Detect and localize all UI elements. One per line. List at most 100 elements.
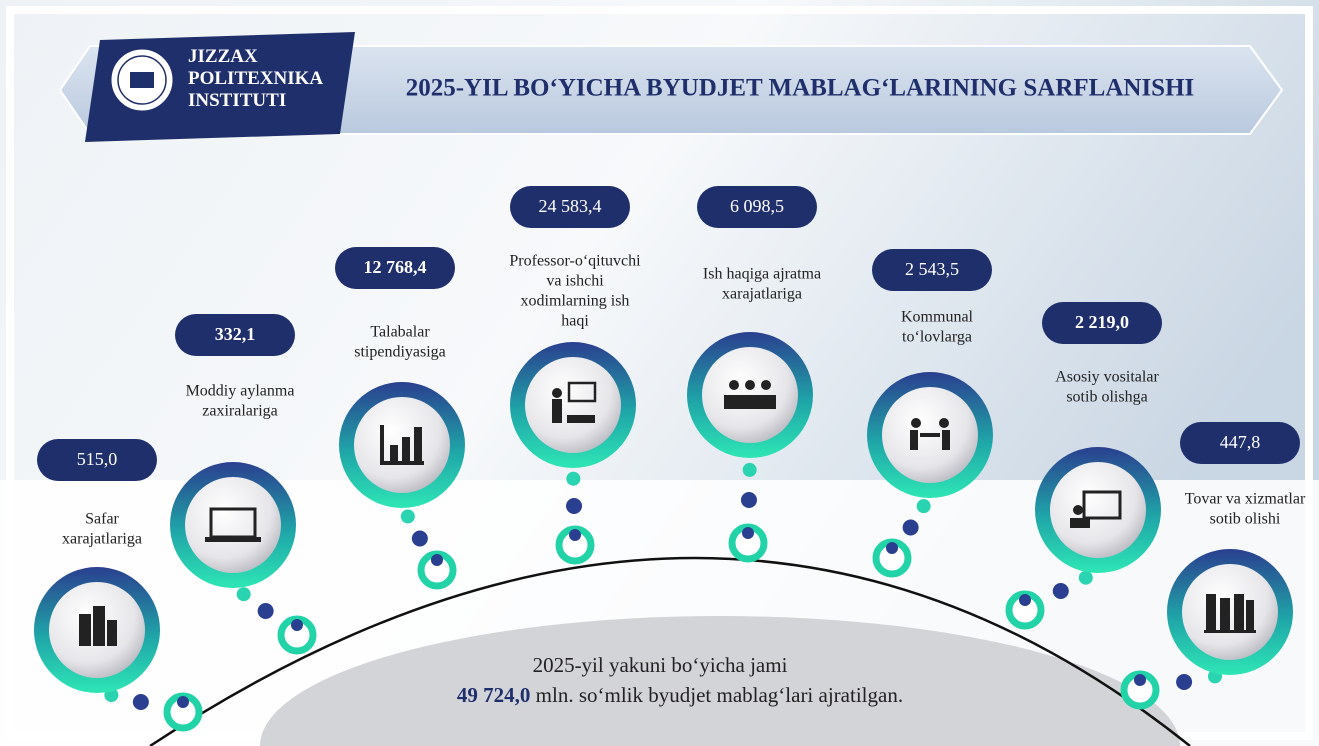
connector-dot bbox=[257, 603, 274, 619]
item-label: Talabalar bbox=[370, 324, 430, 341]
icon-part bbox=[205, 537, 261, 542]
icon-part bbox=[79, 614, 91, 646]
item-value: 332,1 bbox=[215, 324, 256, 344]
item-label: xarajatlariga bbox=[62, 531, 142, 548]
connector-dot bbox=[1078, 570, 1093, 585]
connector-dot bbox=[400, 509, 415, 524]
icon-part bbox=[567, 381, 597, 403]
item-label: stipendiyasiga bbox=[354, 344, 446, 361]
value-pill bbox=[697, 186, 817, 228]
icon-part bbox=[745, 380, 755, 390]
item-label: Tovar va xizmatlar bbox=[1185, 491, 1306, 508]
item-value: 24 583,4 bbox=[539, 196, 602, 216]
item-value: 12 768,4 bbox=[364, 257, 427, 277]
item-inner bbox=[525, 357, 621, 453]
item-label: sotib olishi bbox=[1210, 511, 1281, 528]
connector-dot bbox=[566, 471, 581, 486]
icon-part bbox=[380, 461, 424, 465]
value-pill bbox=[1180, 422, 1300, 464]
connector-dot bbox=[902, 519, 919, 536]
item-icon bbox=[552, 381, 597, 423]
arc-ring-dot bbox=[177, 696, 189, 708]
institute-name: POLITEXNIKA bbox=[188, 68, 323, 89]
item-label: xarajatlariga bbox=[722, 286, 802, 303]
summary-line: 49 724,0 mln. so‘mlik byudjet mablag‘lar… bbox=[457, 683, 903, 707]
icon-part bbox=[380, 425, 384, 465]
value-pill bbox=[175, 314, 295, 356]
icon-part bbox=[1204, 630, 1256, 633]
summary-dome bbox=[260, 616, 1180, 746]
icon-part bbox=[552, 399, 562, 423]
item-icon bbox=[380, 425, 424, 465]
icon-part bbox=[402, 437, 410, 461]
icon-part bbox=[1082, 490, 1122, 520]
item-label: va ishchi bbox=[546, 273, 604, 290]
connector-dot bbox=[132, 694, 149, 710]
connector-dot bbox=[740, 492, 757, 508]
item-value: 6 098,5 bbox=[730, 196, 784, 216]
item-label: Asosiy vositalar bbox=[1055, 369, 1159, 386]
connector-dot bbox=[236, 587, 251, 602]
icon-part bbox=[1220, 598, 1230, 630]
institute-name: JIZZAX bbox=[188, 46, 258, 67]
item-value: 2 543,5 bbox=[905, 259, 959, 279]
item-value: 447,8 bbox=[1220, 432, 1261, 452]
arc-ring-dot bbox=[1019, 594, 1031, 606]
value-pill bbox=[872, 249, 992, 291]
icon-part bbox=[552, 388, 562, 398]
icon-part bbox=[414, 427, 422, 461]
item-label: Safar bbox=[85, 511, 119, 528]
item-label: Moddiy aylanma bbox=[186, 383, 295, 400]
logo-inner bbox=[117, 55, 167, 105]
item-label: Ish haqiga ajratma bbox=[703, 266, 821, 283]
icon-part bbox=[1206, 594, 1216, 630]
value-pill bbox=[37, 439, 157, 481]
item-icon bbox=[79, 606, 117, 646]
arc-ring-dot bbox=[431, 554, 443, 566]
item-label: to‘lovlarga bbox=[902, 329, 972, 346]
item-icon bbox=[205, 507, 261, 542]
icon-part bbox=[390, 445, 398, 461]
icon-part bbox=[920, 433, 940, 437]
item-inner bbox=[1050, 462, 1146, 558]
item-label: haqi bbox=[561, 313, 589, 330]
connector-dot bbox=[916, 499, 931, 514]
item-label: xodimlarning ish bbox=[521, 293, 630, 310]
arc-ring-dot bbox=[1134, 674, 1146, 686]
icon-part bbox=[567, 415, 595, 423]
items: 515,0 Safar xarajatlariga 332,1 Moddiy aylan… bbox=[34, 186, 1306, 732]
icon-part bbox=[911, 418, 921, 428]
item-label: Professor-o‘qituvchi bbox=[509, 253, 641, 270]
slide-title: 2025-YIL BO‘YICHA BYUDJET MABLAG‘LARININ… bbox=[406, 75, 1195, 102]
item-label: zaxiralariga bbox=[202, 403, 278, 420]
item-label: Kommunal bbox=[901, 309, 974, 326]
arc-ring-dot bbox=[569, 529, 581, 541]
icon-part bbox=[1234, 594, 1244, 630]
connector-dot bbox=[1052, 583, 1069, 599]
value-pill bbox=[1042, 302, 1162, 344]
summary-line: 2025-yil yakuni bo‘yicha jami bbox=[533, 653, 788, 677]
arc-ring-dot bbox=[742, 527, 754, 539]
summary-text: mln. so‘mlik byudjet mablag‘lari ajratil… bbox=[530, 683, 903, 707]
icon-part bbox=[724, 395, 776, 409]
item-label: sotib olishga bbox=[1066, 389, 1147, 406]
icon-part bbox=[939, 418, 949, 428]
connector-dot bbox=[411, 530, 428, 547]
connector-dot bbox=[1176, 674, 1193, 690]
icon-part bbox=[910, 430, 918, 450]
item-icon bbox=[910, 418, 950, 450]
item-inner bbox=[185, 477, 281, 573]
icon-part bbox=[942, 430, 950, 450]
item-value: 515,0 bbox=[77, 449, 118, 469]
arc-ring-dot bbox=[291, 619, 303, 631]
logo-building bbox=[130, 72, 154, 88]
institute-name: INSTITUTI bbox=[188, 90, 286, 111]
summary-total: 49 724,0 bbox=[457, 683, 531, 707]
connector-dot bbox=[742, 462, 757, 477]
icon-part bbox=[761, 380, 771, 390]
item-value: 2 219,0 bbox=[1075, 312, 1129, 332]
item-icon bbox=[724, 380, 776, 409]
connector-dot bbox=[566, 498, 583, 514]
icon-part bbox=[1070, 518, 1090, 528]
item-icon bbox=[1204, 594, 1256, 633]
